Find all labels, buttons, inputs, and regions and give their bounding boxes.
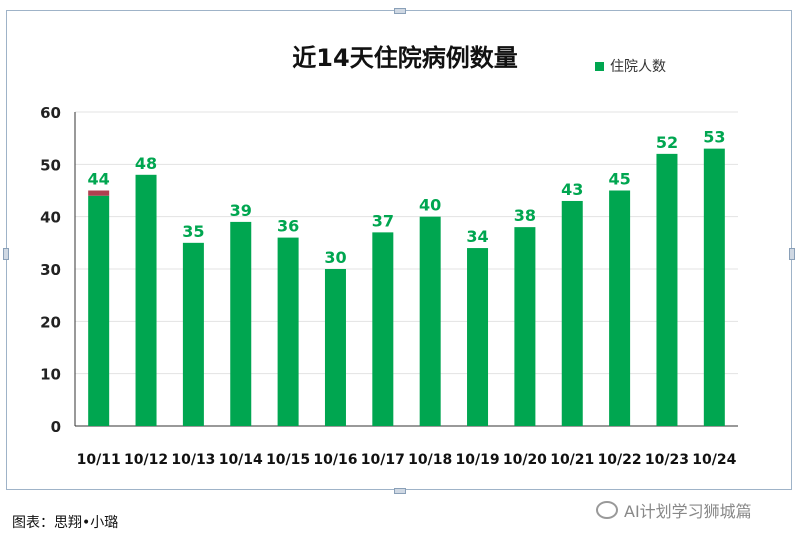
bar (372, 232, 394, 426)
x-tick-label: 10/24 (692, 452, 736, 468)
y-tick-label: 20 (40, 313, 61, 331)
resize-handle-bottom[interactable] (394, 488, 406, 494)
bar (182, 242, 204, 426)
legend-label: 住院人数 (610, 59, 666, 75)
data-label: 36 (277, 217, 299, 236)
resize-handle-right[interactable] (789, 248, 795, 260)
wechat-icon (596, 501, 618, 519)
bar (656, 153, 678, 426)
y-tick-label: 0 (51, 418, 61, 436)
x-tick-label: 10/21 (550, 452, 594, 468)
data-label: 38 (514, 206, 536, 225)
x-tick-label: 10/19 (455, 452, 499, 468)
x-tick-label: 10/11 (77, 452, 121, 468)
figure-caption: 图表：思翔•小璐 (12, 515, 119, 531)
y-tick-label: 50 (40, 156, 61, 174)
bar (324, 269, 346, 426)
x-tick-label: 10/20 (503, 452, 547, 468)
bar (514, 227, 536, 426)
y-tick-label: 60 (40, 104, 61, 122)
data-label: 44 (88, 170, 110, 189)
legend-swatch (595, 61, 604, 71)
resize-handle-left[interactable] (3, 248, 9, 260)
x-tick-label: 10/13 (171, 452, 215, 468)
y-tick-label: 30 (40, 261, 61, 279)
chart-title: 近14天住院病例数量 (292, 44, 518, 72)
bar (467, 248, 489, 426)
watermark-text: AI计划学习狮城篇 (624, 502, 752, 521)
watermark: AI计划学习狮城篇 (596, 498, 752, 522)
bar (230, 221, 252, 426)
x-tick-label: 10/23 (645, 452, 689, 468)
data-label: 35 (182, 222, 204, 241)
bar (88, 195, 110, 426)
data-label: 48 (135, 154, 157, 173)
data-label: 53 (703, 128, 725, 147)
bar (419, 216, 441, 426)
data-label: 43 (561, 180, 583, 199)
x-tick-label: 10/18 (408, 452, 452, 468)
y-tick-label: 10 (40, 366, 61, 384)
resize-handle-top[interactable] (394, 8, 406, 14)
bar (561, 200, 583, 426)
legend: 住院人数 (595, 56, 666, 76)
data-label: 52 (656, 133, 678, 152)
bar (135, 174, 157, 426)
x-tick-label: 10/14 (219, 452, 263, 468)
bar (703, 148, 725, 426)
bar (277, 237, 299, 426)
bar-chart: 0 10 20 30 40 50 60 44 10/11 48 10/12 35 10/13 39 10/1… (40, 104, 738, 468)
data-label: 40 (419, 196, 441, 215)
x-tick-label: 10/15 (266, 452, 310, 468)
bar-highlight-segment (88, 190, 110, 196)
bar (609, 190, 631, 426)
data-label: 45 (608, 170, 630, 189)
x-tick-label: 10/22 (598, 452, 642, 468)
y-tick-label: 40 (40, 209, 61, 227)
x-tick-label: 10/12 (124, 452, 168, 468)
data-label: 30 (324, 248, 346, 267)
data-label: 34 (466, 227, 488, 246)
data-label: 39 (230, 201, 252, 220)
x-tick-label: 10/16 (313, 452, 357, 468)
data-label: 37 (372, 211, 394, 230)
x-tick-label: 10/17 (361, 452, 405, 468)
